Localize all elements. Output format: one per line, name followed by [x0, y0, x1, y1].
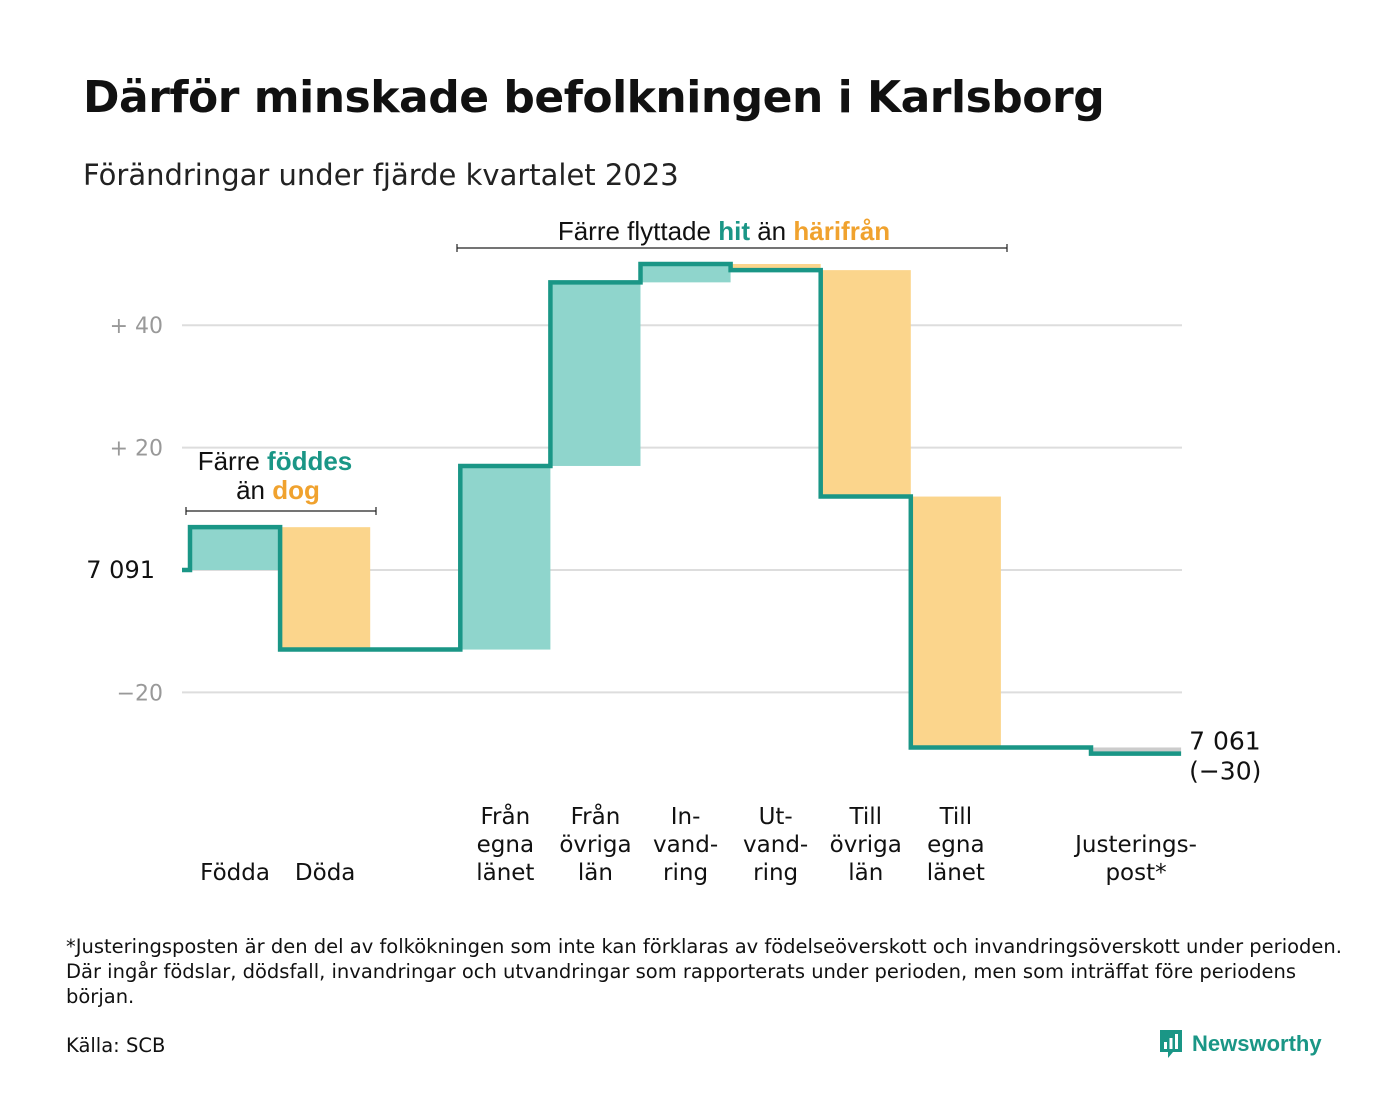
category-label-utvandring: Ut-: [759, 804, 793, 830]
category-label-fodda: Födda: [200, 860, 270, 886]
bar-fran_ovriga: [550, 282, 641, 466]
newsworthy-logo-text: Newsworthy: [1192, 1031, 1322, 1056]
bar-till_ovriga: [820, 270, 911, 497]
annotation-moves: Färre flyttade hit än härifrån: [558, 216, 890, 246]
category-label-till_ovriga: Till: [848, 804, 882, 830]
step-line-layer: [182, 261, 1182, 756]
category-label-fran_ovriga: övriga: [559, 832, 631, 858]
category-label-justering: Justerings-: [1073, 832, 1197, 858]
category-label-fran_egna: egna: [477, 832, 534, 858]
newsworthy-logo: Newsworthy: [1158, 1027, 1322, 1061]
page-title: Därför minskade befolkningen i Karlsborg: [83, 72, 1105, 123]
bar-doda: [280, 527, 371, 650]
cumulative-step-line: [182, 261, 1182, 756]
annotation-births-line2: än dog: [236, 475, 320, 505]
start-value-label: 7 091: [86, 556, 155, 584]
category-label-justering: post*: [1105, 860, 1166, 886]
category-label-invandring: vand-: [653, 832, 718, 858]
category-label-utvandring: ring: [753, 860, 798, 886]
annotation-births-line1: Färre föddes: [198, 446, 353, 476]
y-tick-label: + 40: [110, 314, 163, 339]
category-label-fran_egna: Från: [481, 802, 531, 830]
source-label: Källa: SCB: [66, 1034, 166, 1057]
category-label-doda: Döda: [295, 860, 355, 886]
end-value-label: 7 061: [1189, 727, 1261, 756]
newsworthy-logo-icon: [1160, 1030, 1182, 1058]
category-label-till_ovriga: övriga: [830, 832, 902, 858]
category-label-invandring: In-: [671, 804, 701, 830]
category-label-fran_ovriga: Från: [571, 802, 621, 830]
y-tick-label: −20: [117, 681, 163, 706]
page-subtitle: Förändringar under fjärde kvartalet 2023: [83, 158, 679, 192]
bar-invandring: [640, 264, 731, 283]
grid-layer: + 40 + 20 −20: [110, 314, 1182, 706]
bar-fran_egna: [460, 465, 551, 650]
bar-utvandring: [730, 264, 821, 271]
category-label-till_ovriga: län: [848, 860, 883, 886]
category-label-invandring: ring: [663, 860, 708, 886]
bar-fodda: [190, 527, 281, 570]
footnote: *Justeringsposten är den del av folkökni…: [66, 935, 1342, 1008]
category-label-fran_ovriga: län: [578, 860, 613, 886]
category-label-till_egna: Till: [939, 804, 973, 830]
category-label-till_egna: länet: [927, 860, 985, 886]
end-change-label: (−30): [1189, 757, 1261, 786]
bar-till_egna: [910, 496, 1001, 748]
y-tick-label: + 20: [110, 437, 163, 462]
category-label-utvandring: vand-: [743, 832, 808, 858]
category-label-fran_egna: länet: [476, 860, 534, 886]
category-label-till_egna: egna: [927, 832, 984, 858]
bar-layer: [190, 264, 1182, 754]
bar-justering: [1091, 747, 1182, 754]
